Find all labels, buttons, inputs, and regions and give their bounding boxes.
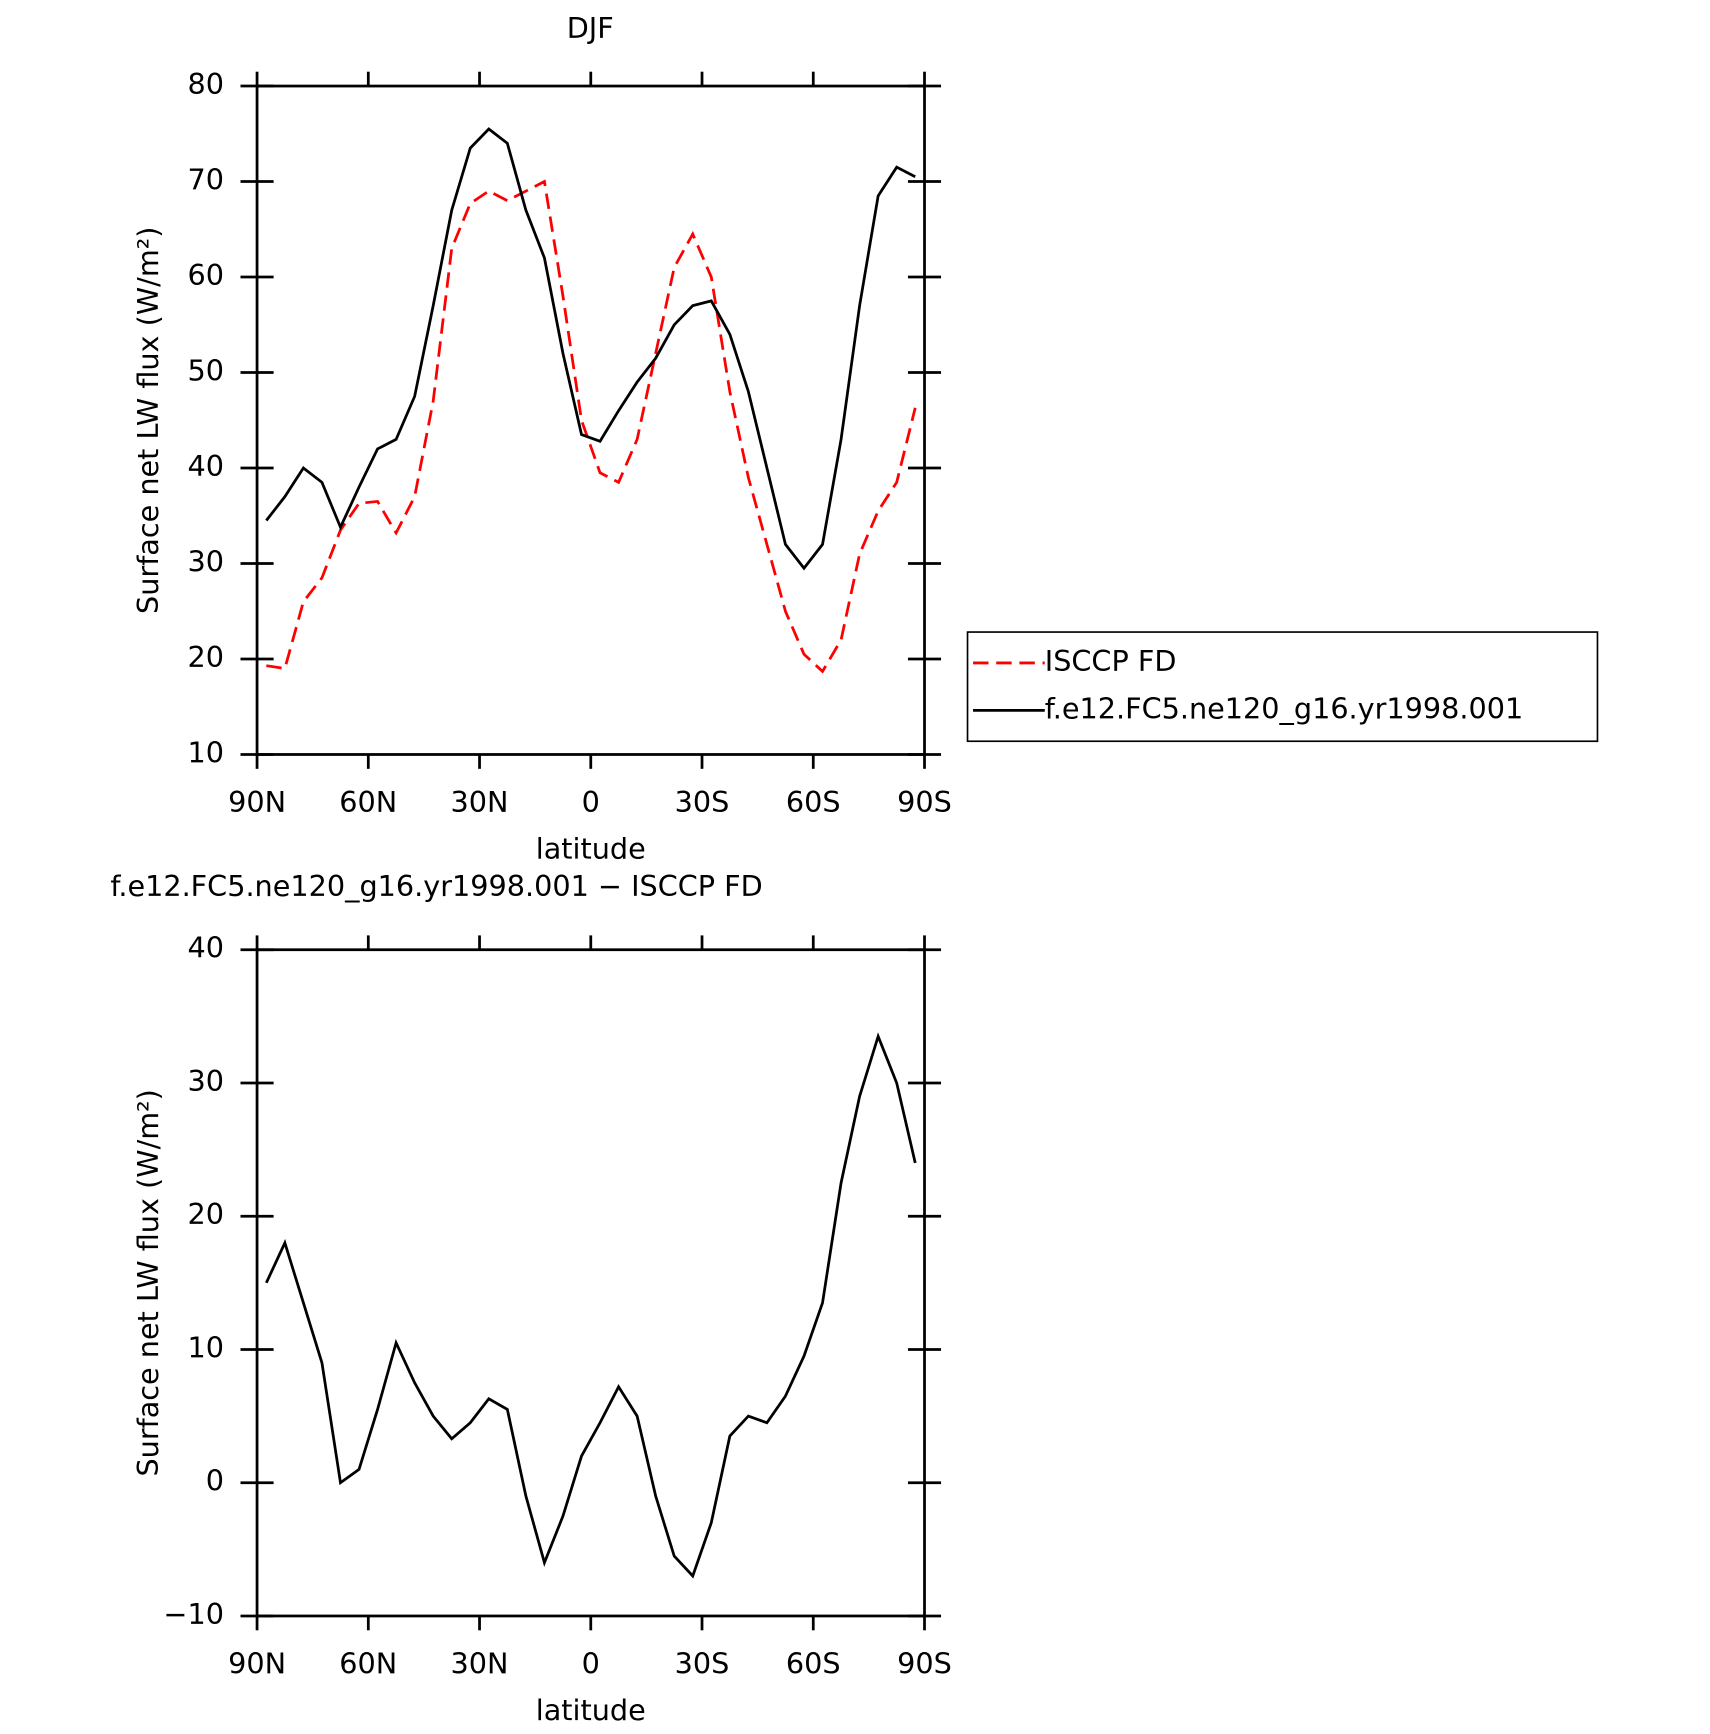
y-tick-label: 70 <box>187 163 223 197</box>
legend-box <box>966 631 1599 743</box>
y-tick-label: 60 <box>187 258 223 292</box>
y-tick-label: 0 <box>206 1464 224 1498</box>
series-line <box>266 179 917 674</box>
x-tick-label: 90N <box>228 1647 286 1681</box>
x-tick-label: 30S <box>675 785 730 819</box>
x-axis-label: latitude <box>536 1693 646 1727</box>
x-tick-label: 0 <box>582 1647 600 1681</box>
y-tick-label: 50 <box>187 354 223 388</box>
series-line <box>265 127 916 571</box>
x-tick-label: 60N <box>339 1647 397 1681</box>
x-tick-label: 60N <box>339 785 397 819</box>
y-axis-label: Surface net LW flux (W/m²) <box>131 227 165 614</box>
x-tick-label: 90S <box>897 1647 952 1681</box>
x-tick-label: 90S <box>897 785 952 819</box>
x-tick-label: 30N <box>451 1647 509 1681</box>
y-tick-label: 40 <box>187 449 223 483</box>
x-axis-label: latitude <box>536 831 646 865</box>
x-tick-label: 60S <box>786 1647 841 1681</box>
y-tick-label: 30 <box>187 545 223 579</box>
legend-label: ISCCP FD <box>1045 644 1177 678</box>
legend-label: f.e12.FC5.ne120_g16.yr1998.001 <box>1045 691 1524 725</box>
y-tick-label: 20 <box>187 640 223 674</box>
x-tick-label: 30S <box>675 1647 730 1681</box>
y-tick-label: 20 <box>187 1197 223 1231</box>
y-tick-label: −10 <box>163 1597 224 1631</box>
plot-frame <box>255 84 926 756</box>
x-tick-label: 90N <box>228 785 286 819</box>
y-axis-label: Surface net LW flux (W/m²) <box>131 1089 165 1476</box>
y-tick-label: 80 <box>187 67 223 101</box>
chart-title: DJF <box>567 11 614 45</box>
series-line <box>265 1032 917 1579</box>
x-tick-label: 60S <box>786 785 841 819</box>
chart-title: f.e12.FC5.ne120_g16.yr1998.001 − ISCCP F… <box>110 869 762 903</box>
y-tick-label: 10 <box>187 1330 223 1364</box>
y-tick-label: 40 <box>187 931 223 965</box>
y-tick-label: 30 <box>187 1064 223 1098</box>
x-tick-label: 30N <box>451 785 509 819</box>
x-tick-label: 0 <box>582 785 600 819</box>
y-tick-label: 10 <box>187 735 223 769</box>
